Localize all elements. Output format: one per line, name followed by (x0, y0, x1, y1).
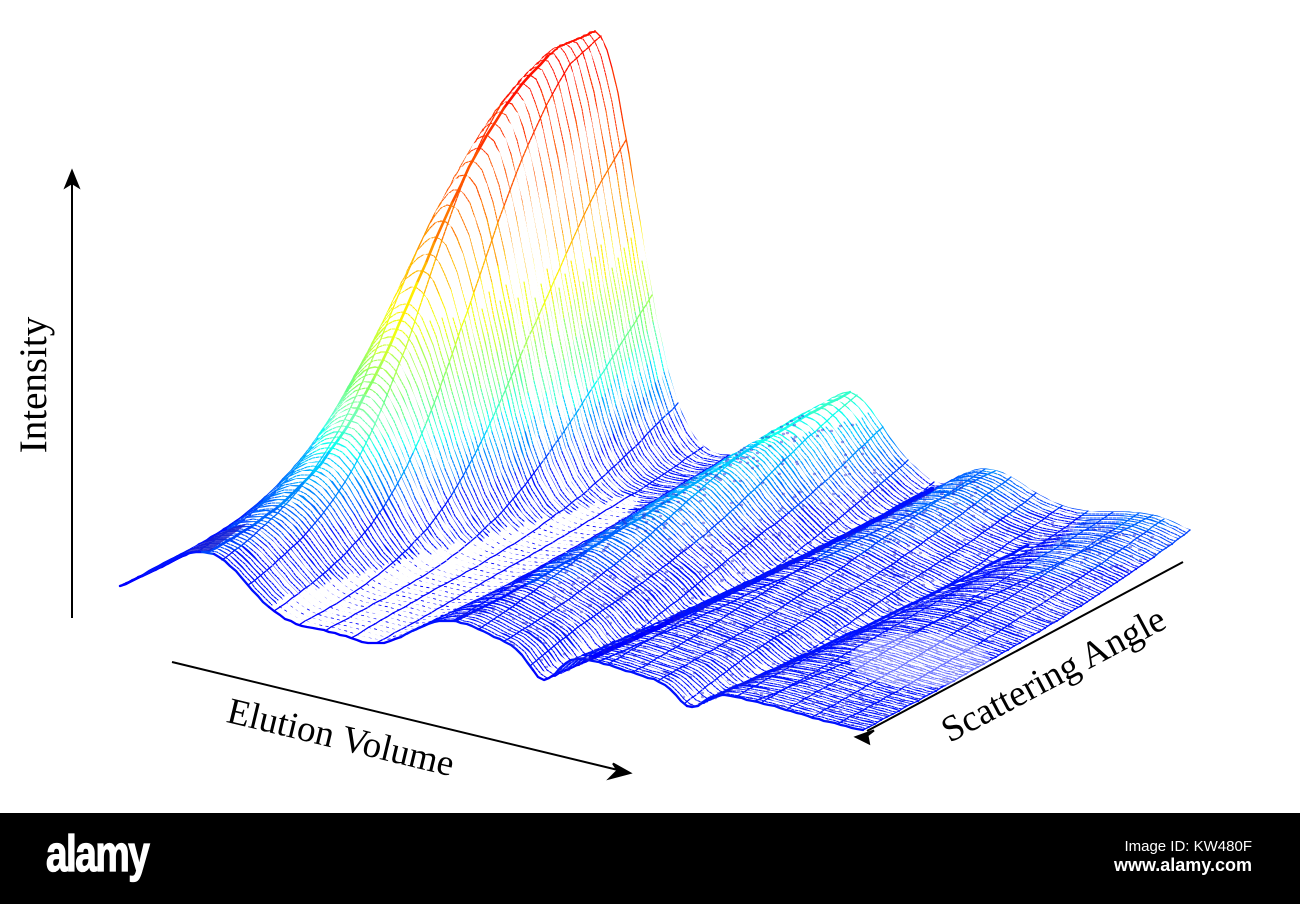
svg-text:Elution Volume: Elution Volume (223, 691, 458, 785)
svg-text:Intensity: Intensity (12, 316, 55, 453)
